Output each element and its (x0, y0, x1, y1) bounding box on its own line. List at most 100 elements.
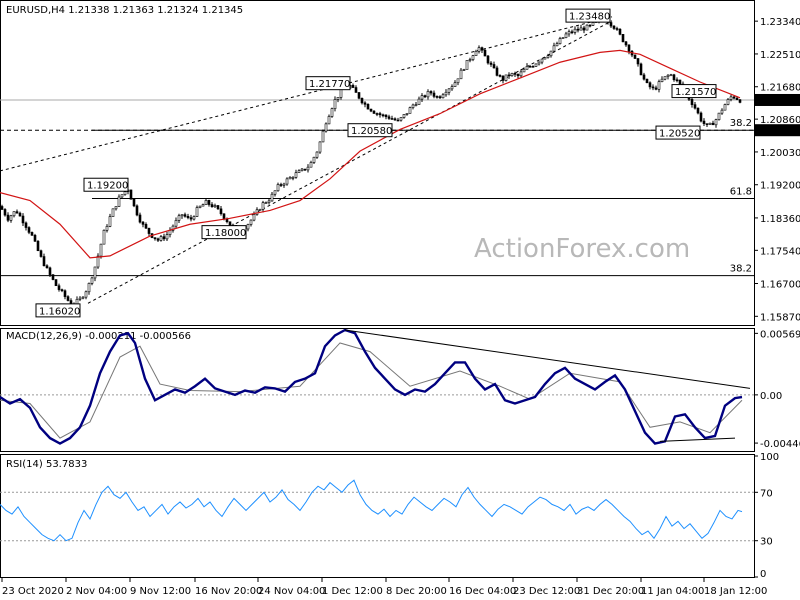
x-tick-label: 23 Dec 12:00 (513, 586, 580, 597)
y-tick-label: 1.15870 (760, 312, 800, 323)
candle-body (66, 296, 70, 301)
candle-body (63, 290, 67, 297)
candle-body (531, 66, 535, 68)
label-box (305, 76, 351, 91)
candle-body (186, 216, 190, 218)
candle-body (489, 62, 493, 65)
candle-body (90, 277, 94, 284)
candle-body (159, 236, 163, 241)
macd-line (0, 328, 743, 445)
candle-body (333, 99, 337, 109)
y-tick-label: 100 (760, 452, 779, 463)
candle-body (309, 162, 313, 168)
candle-body (693, 104, 697, 109)
candle-body (690, 98, 694, 105)
candle-body (339, 88, 343, 98)
candle-body (3, 209, 7, 216)
candle-body (657, 81, 661, 90)
y-tick-label: 0.00569 (760, 329, 800, 340)
y-tick-label: 1.20030 (760, 148, 800, 159)
candle-body (570, 31, 574, 34)
candle-body (420, 95, 424, 100)
candle-body (477, 47, 481, 52)
macd-trendline (344, 329, 751, 389)
candle-body (567, 31, 571, 35)
candle-body (114, 206, 118, 210)
candle-body (636, 58, 640, 65)
candle-body (462, 69, 466, 71)
price-y-axis: 1.23340 1.22510 1.21680 1.20860 1.20030 1.192… (754, 17, 800, 323)
candle-body (123, 191, 127, 195)
candle-body (726, 99, 730, 105)
candle-body (117, 196, 121, 207)
candle-body (708, 122, 712, 125)
candle-body (459, 69, 463, 80)
candle-body (738, 99, 742, 103)
candle-body (495, 67, 499, 76)
candle-body (621, 34, 625, 43)
candle-body (0, 206, 4, 210)
candle-body (426, 91, 430, 98)
candle-body (228, 221, 232, 226)
rsi-y-axis: 100 70 30 0 (754, 452, 779, 580)
fib-label: 38.2 (730, 118, 752, 129)
x-tick-label: 23 Oct 2020 (2, 586, 64, 597)
candle-body (288, 176, 292, 180)
candle-body (195, 207, 199, 217)
candle-body (558, 38, 562, 45)
candle-body (393, 118, 397, 121)
candle-body (366, 104, 370, 110)
candle-body (321, 130, 325, 143)
candle-body (24, 222, 28, 228)
candle-body (141, 221, 145, 225)
candle-body (300, 168, 304, 171)
candle-body (714, 119, 718, 126)
candle-body (456, 78, 460, 84)
candle-body (447, 88, 451, 93)
label-text: 1.20520 (659, 129, 700, 140)
candle-body (435, 96, 439, 98)
candle-body (555, 43, 559, 47)
y-tick-label: 1.23340 (760, 17, 800, 28)
candle-body (15, 211, 19, 214)
channel-lines (0, 16, 754, 304)
candle-body (171, 225, 175, 231)
y-tick-label: 1.19200 (760, 181, 800, 192)
candle-body (510, 73, 514, 77)
candle-body (537, 61, 541, 65)
candle-body (441, 94, 445, 99)
candle-body (504, 74, 508, 81)
candle-body (465, 60, 469, 70)
candle-body (705, 123, 709, 125)
candle-body (612, 25, 616, 29)
candle-body (201, 204, 205, 207)
candle-body (99, 243, 103, 257)
candle-body (417, 98, 421, 105)
y-tick-label: 1.17540 (760, 246, 800, 257)
candle-body (138, 214, 142, 223)
candle-body (174, 220, 178, 227)
candle-body (429, 91, 433, 94)
candle-body (276, 184, 280, 192)
candle-body (615, 28, 619, 30)
candle-body (222, 213, 226, 220)
label-box (565, 8, 611, 23)
candle-body (633, 54, 637, 59)
x-tick-label: 9 Nov 12:00 (130, 586, 191, 597)
macd-panel (0, 328, 755, 452)
candle-body (363, 102, 367, 105)
candle-body (252, 214, 256, 221)
candle-body (402, 114, 406, 118)
candle-body (585, 24, 589, 31)
candle-body (354, 87, 358, 93)
candle-body (651, 86, 655, 89)
candle-body (732, 96, 736, 99)
candle-body (543, 57, 547, 60)
candle-body (180, 214, 184, 217)
candle-body (411, 104, 415, 108)
candle-body (30, 232, 34, 236)
candle-body (723, 104, 727, 111)
candle-body (258, 209, 262, 211)
ma-line (0, 49, 741, 259)
watermark: ActionForex.com (474, 234, 690, 264)
